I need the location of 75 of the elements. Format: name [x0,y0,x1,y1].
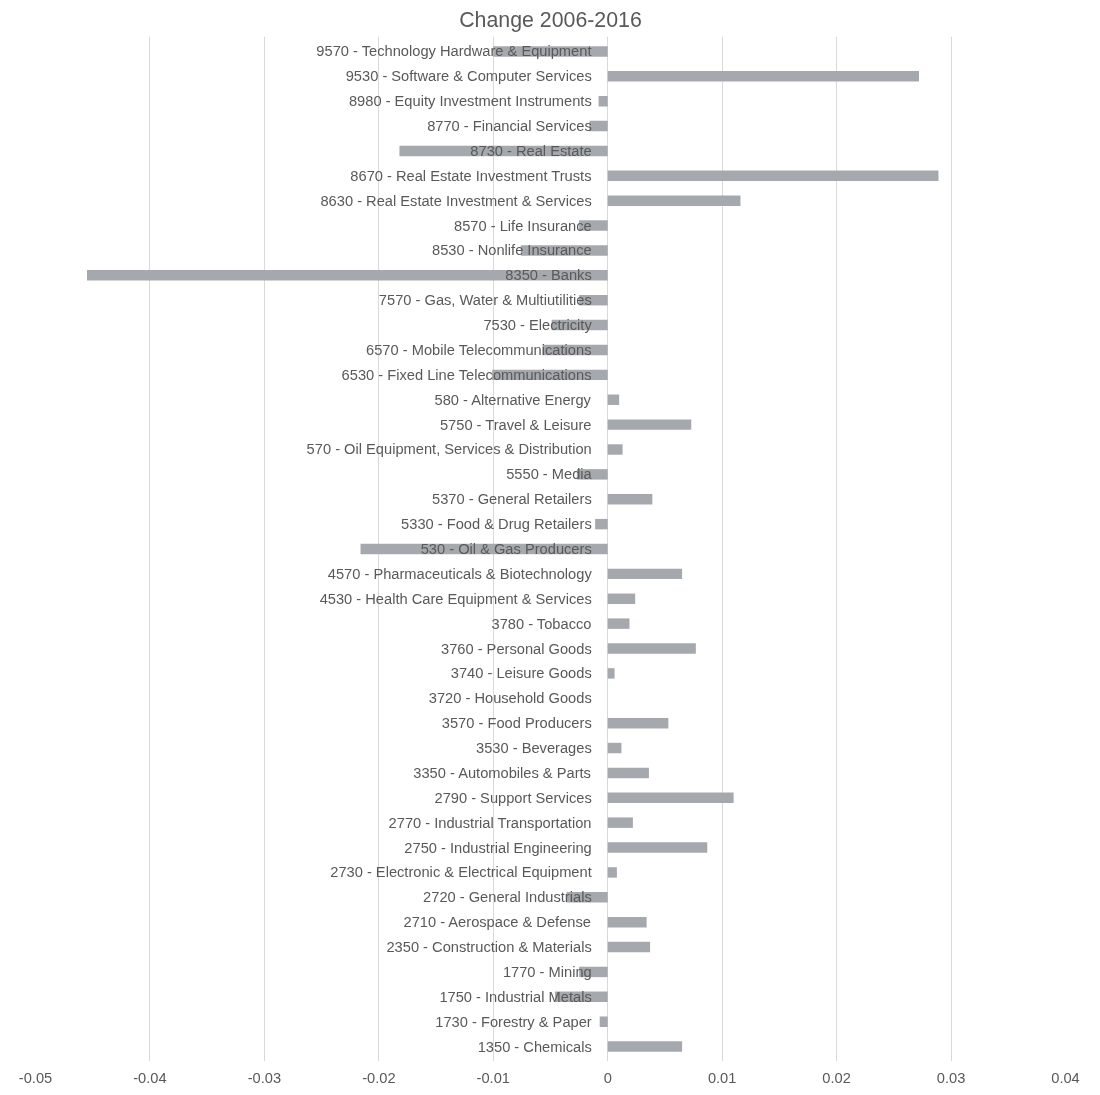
y-tick-label: 530 - Oil & Gas Producers [420,541,592,557]
y-tick-label: 2710 - Aerospace & Defense [403,914,591,931]
x-tick-label: 0.03 [936,1069,966,1086]
y-tick-label: 3350 - Automobiles & Parts [413,764,591,781]
bar [607,593,636,604]
y-tick-label: 3780 - Tobacco [491,615,592,632]
y-tick-label: 4530 - Health Care Equipment & Services [319,590,592,607]
bar [607,717,669,729]
y-tick-label: 8730 - Real Estate [470,142,592,159]
bar [607,742,622,754]
bar [607,419,692,430]
bar [607,394,620,405]
y-tick-label: 6570 - Mobile Telecommunications [366,341,592,358]
x-tick-label: -0.04 [133,1069,167,1086]
x-tick-label: 0.04 [1051,1069,1080,1086]
y-tick-label: 3570 - Food Producers [441,715,592,732]
bar [607,767,649,779]
bar [607,668,615,679]
y-tick-label: 5550 - Media [506,466,593,483]
y-tick-label: 2770 - Industrial Transportation [388,814,592,831]
bar [607,817,633,828]
bar [607,867,617,878]
y-tick-label: 2350 - Construction & Materials [386,939,592,956]
y-tick-label: 5370 - General Retailers [432,491,592,508]
bar [607,444,623,455]
x-tick-label: -0.01 [476,1069,510,1086]
y-tick-label: 8980 - Equity Investment Instruments [348,93,592,110]
y-tick-label: 2720 - General Industrials [423,889,592,906]
y-tick-label: 2750 - Industrial Engineering [404,839,592,856]
bar [607,643,696,654]
y-tick-label: 4570 - Pharmaceuticals & Biotechnology [327,565,593,582]
bar [87,270,608,281]
chart-title: Change 2006-2016 [459,7,642,32]
x-tick-label: -0.02 [362,1069,396,1086]
bar [607,618,630,629]
y-tick-label: 8670 - Real Estate Investment Trusts [350,167,592,184]
bar [595,518,608,530]
y-tick-label: 2730 - Electronic & Electrical Equipment [330,864,592,881]
y-tick-label: 3760 - Personal Goods [440,640,592,657]
bar [607,494,653,505]
y-tick-label: 8570 - Life Insurance [454,217,592,234]
bar [607,568,683,580]
y-tick-label: 1770 - Mining [502,963,592,980]
y-tick-label: 8530 - Nonlife Insurance [432,242,592,259]
y-tick-label: 5330 - Food & Drug Retailers [401,516,592,533]
bar [607,842,708,853]
y-tick-label: 2790 - Support Services [434,789,592,806]
y-tick-label: 1350 - Chemicals [477,1038,592,1055]
bar [607,195,741,206]
bar [607,916,647,928]
y-tick-label: 9530 - Software & Computer Services [345,68,592,85]
y-tick-label: 3720 - Household Goods [428,690,592,707]
bar [607,170,939,182]
y-tick-label: 3530 - Beverages [476,740,592,757]
y-tick-label: 8770 - Financial Services [427,118,592,135]
x-tick-label: -0.03 [247,1069,282,1086]
y-tick-label: 3740 - Leisure Goods [450,665,592,682]
y-tick-label: 7570 - Gas, Water & Multiutilities [378,292,592,309]
bar [607,941,651,953]
y-tick-label: 9570 - Technology Hardware & Equipment [316,43,592,60]
y-tick-label: 580 - Alternative Energy [434,391,592,408]
y-tick-label: 1730 - Forestry & Paper [435,1013,592,1030]
y-tick-label: 8630 - Real Estate Investment & Services [320,192,592,209]
y-tick-label: 8350 - Banks [505,267,592,284]
x-tick-label: -0.05 [18,1069,53,1086]
x-tick-label: 0 [603,1069,612,1086]
bar [607,792,734,804]
y-tick-label: 570 - Oil Equipment, Services & Distribution [306,441,592,458]
bar [599,1016,608,1027]
bar [607,1041,683,1052]
x-tick-label: 0.01 [707,1069,737,1086]
x-tick-label: 0.02 [822,1069,851,1086]
bar [607,71,920,82]
y-tick-label: 5750 - Travel & Leisure [439,416,592,433]
bar [598,95,608,107]
